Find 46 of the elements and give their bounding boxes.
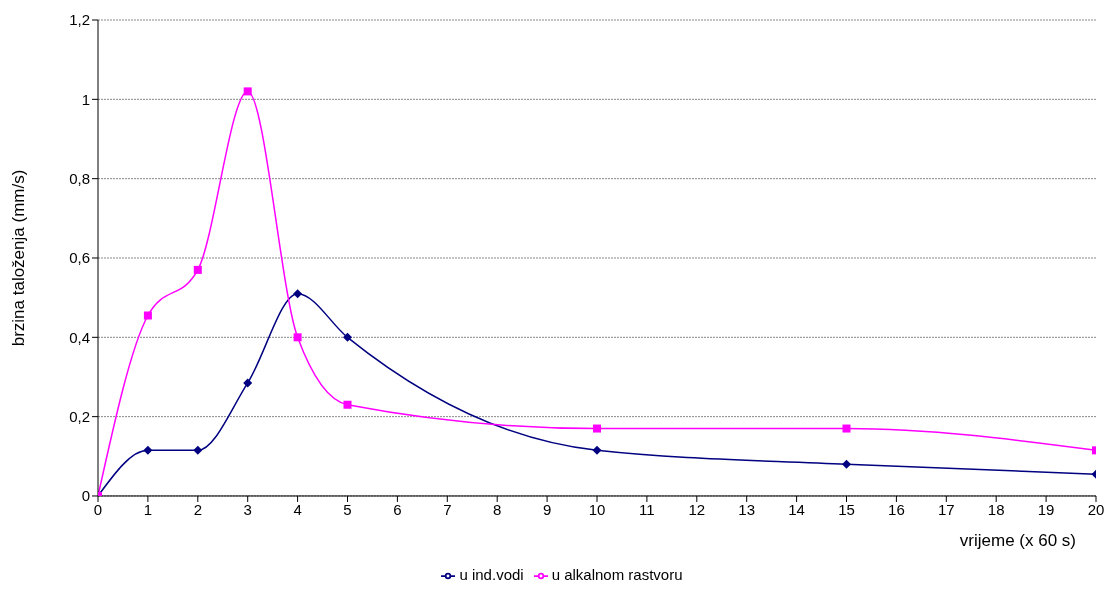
x-tick-label: 11 [639, 500, 655, 518]
x-tick-label: 7 [443, 500, 452, 518]
y-tick-label: 0 [81, 487, 90, 505]
y-tick-label: 1 [81, 90, 90, 108]
point [343, 400, 352, 409]
y-tick-label: 0,6 [69, 249, 90, 267]
point [193, 265, 202, 274]
x-tick-label: 1 [143, 500, 153, 518]
x-tick-label: 20 [1087, 500, 1105, 518]
legend-label: u alkalnom rastvoru [551, 565, 683, 583]
x-tick-label: 16 [888, 500, 905, 518]
x-tick-label: 5 [343, 500, 352, 518]
point [842, 459, 851, 469]
x-tick-label: 2 [193, 500, 202, 518]
y-tick-label: 0,4 [69, 328, 90, 346]
x-tick-label: 10 [588, 500, 606, 518]
point [293, 333, 302, 342]
legend-label: u ind.vodi [459, 565, 524, 583]
x-axis-title: vrijeme (x 60 s) [959, 530, 1076, 550]
point [343, 332, 352, 342]
point [592, 445, 602, 455]
y-axis-title: brzina taloženja (mm/s) [9, 169, 29, 347]
x-tick-label: 3 [243, 500, 252, 518]
x-tick-label: 14 [788, 500, 805, 518]
point [293, 289, 303, 299]
y-tick-label: 0,8 [69, 169, 90, 187]
x-tick-label: 13 [738, 500, 756, 518]
point [243, 378, 253, 388]
x-tick-label: 12 [688, 500, 706, 518]
point [193, 445, 203, 455]
point [143, 311, 152, 320]
point [842, 424, 851, 433]
point [593, 424, 601, 433]
y-tick-label: 0,2 [69, 407, 90, 425]
point [143, 445, 153, 455]
x-tick-label: 17 [937, 500, 955, 518]
x-tick-label: 8 [493, 500, 502, 518]
x-tick-label: 0 [93, 500, 103, 518]
x-tick-label: 19 [1037, 500, 1055, 518]
x-tick-label: 9 [542, 500, 552, 518]
x-tick-label: 4 [293, 500, 302, 518]
x-tick-label: 6 [393, 500, 402, 518]
y-tick-label: 1,2 [69, 11, 90, 29]
x-tick-label: 18 [987, 500, 1005, 518]
point [243, 87, 252, 96]
x-tick-label: 15 [838, 500, 855, 518]
